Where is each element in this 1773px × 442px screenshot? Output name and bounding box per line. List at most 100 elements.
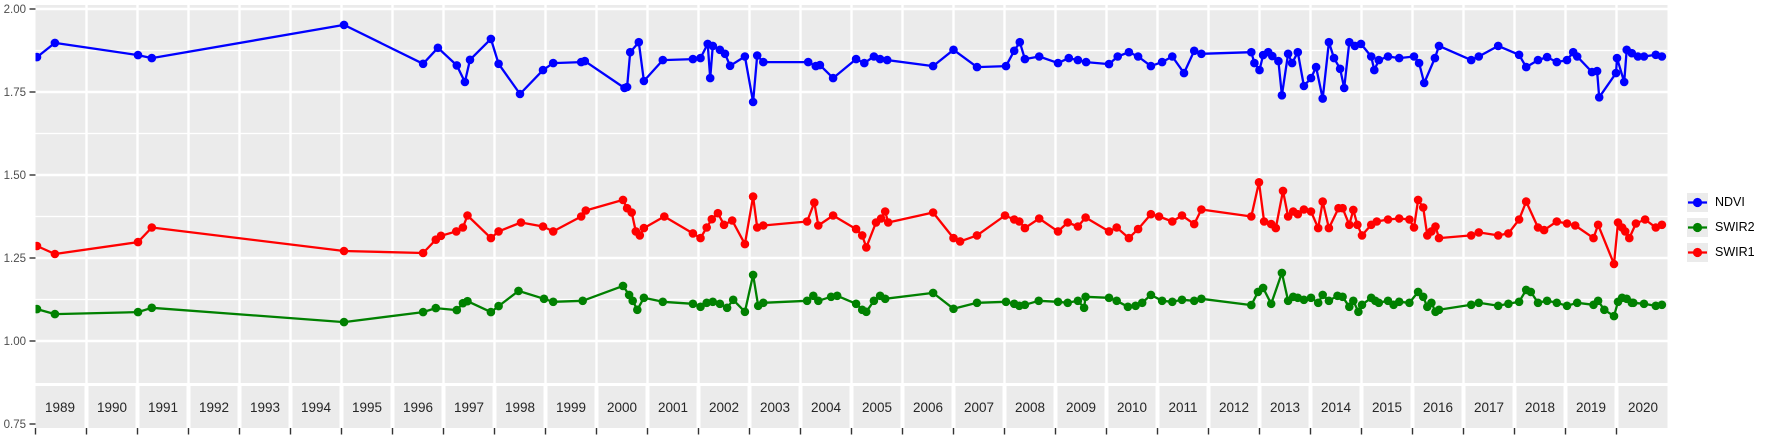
year-strip — [904, 386, 952, 428]
series-NDVI-point — [133, 50, 143, 60]
series-SWIR1-point — [1405, 215, 1414, 224]
series-SWIR1-point — [1631, 219, 1641, 228]
series-NDVI-point — [1015, 37, 1025, 47]
series-SWIR2-point — [1405, 298, 1414, 308]
series-SWIR1-point — [883, 218, 893, 227]
series-NDVI-point — [1009, 46, 1019, 56]
series-SWIR2-point — [578, 296, 587, 306]
series-SWIR1-point — [713, 208, 723, 218]
series-NDVI-point — [1255, 65, 1264, 75]
series-NDVI-point — [1611, 68, 1621, 78]
series-SWIR1-point — [1104, 227, 1114, 236]
series-SWIR2-point — [1639, 299, 1649, 309]
year-strip — [1108, 386, 1156, 428]
series-SWIR2-point — [1318, 290, 1327, 300]
series-NDVI-point — [1168, 52, 1177, 61]
series-SWIR2-point — [133, 307, 143, 317]
series-SWIR1-point — [1306, 207, 1316, 216]
series-SWIR1-point — [1154, 212, 1164, 221]
series-SWIR2-point — [722, 303, 732, 313]
series-SWIR1-point — [1609, 259, 1619, 269]
series-SWIR1-point — [1493, 231, 1503, 240]
year-strip — [649, 386, 697, 428]
series-SWIR2-point — [1104, 293, 1114, 303]
x-axis-year-label: 2017 — [1474, 400, 1504, 415]
series-SWIR1-point — [486, 233, 496, 243]
series-SWIR1-point — [1073, 222, 1083, 231]
x-axis-year-label: 2009 — [1066, 400, 1096, 415]
series-SWIR1-point — [1474, 228, 1484, 237]
series-SWIR2-point — [1493, 301, 1503, 311]
series-SWIR1-point — [516, 218, 526, 227]
y-axis-tick-label: 1.25 — [4, 253, 26, 265]
series-SWIR2-point — [1418, 292, 1428, 302]
series-NDVI-point — [1133, 52, 1143, 61]
x-axis-year-label: 1994 — [301, 400, 332, 415]
series-NDVI-point — [1318, 94, 1327, 103]
series-SWIR2-point — [1123, 302, 1133, 312]
series-SWIR1-point — [810, 198, 819, 207]
series-NDVI-point — [1020, 54, 1030, 64]
series-NDVI-point — [418, 59, 428, 69]
series-SWIR1-point — [862, 243, 871, 252]
series-NDVI-point — [1064, 53, 1074, 63]
x-axis-year-label: 2007 — [964, 400, 994, 415]
series-SWIR2-point — [1629, 298, 1638, 308]
series-NDVI-point — [35, 52, 42, 62]
series-NDVI-point — [486, 34, 496, 44]
series-SWIR2-point — [851, 299, 861, 309]
series-NDVI-point — [1466, 55, 1476, 65]
series-SWIR2-point — [494, 301, 503, 311]
series-SWIR2-point — [1600, 305, 1609, 315]
series-NDVI-point — [1157, 57, 1167, 67]
series-SWIR2-point — [639, 293, 649, 303]
year-strip — [35, 386, 85, 428]
year-strip — [955, 386, 1003, 428]
series-SWIR1-point — [1313, 223, 1323, 233]
year-strip — [1567, 386, 1615, 428]
series-NDVI-point — [803, 57, 813, 67]
series-SWIR1-point — [748, 192, 758, 201]
series-SWIR2-point — [1609, 311, 1619, 321]
swir2-legend-key-icon — [1687, 218, 1708, 237]
series-NDVI-point — [1374, 55, 1384, 65]
series-NDVI-point — [1197, 49, 1206, 59]
series-NDVI-point — [639, 76, 649, 86]
series-NDVI-point — [1001, 61, 1011, 71]
series-SWIR1-point — [1353, 220, 1362, 230]
x-axis-year-label: 1998 — [505, 400, 535, 415]
x-axis-year-label: 1991 — [148, 400, 178, 415]
series-SWIR1-point — [1324, 223, 1334, 233]
series-NDVI-point — [1419, 78, 1429, 88]
series-SWIR1-point — [719, 220, 729, 230]
x-axis-year-label: 1990 — [97, 400, 127, 415]
series-SWIR2-point — [1572, 298, 1582, 308]
series-SWIR2-point — [862, 307, 871, 317]
series-SWIR1-point — [452, 227, 461, 236]
series-SWIR1-point — [1570, 221, 1580, 230]
series-NDVI-point — [1277, 91, 1287, 100]
x-axis-year-label: 2012 — [1219, 400, 1249, 415]
series-SWIR2-point — [1299, 295, 1309, 305]
series-NDVI-point — [1293, 47, 1303, 57]
series-NDVI-point — [452, 61, 462, 70]
series-NDVI-point — [1383, 52, 1393, 61]
series-SWIR2-point — [1504, 299, 1513, 309]
series-SWIR1-point — [1562, 219, 1572, 228]
series-SWIR1-point — [1318, 197, 1327, 206]
year-strip — [751, 386, 799, 428]
x-axis-year-label: 1989 — [45, 400, 75, 415]
series-SWIR1-point — [1271, 223, 1281, 233]
series-NDVI-point — [1113, 52, 1122, 61]
series-SWIR1-point — [627, 208, 636, 217]
series-NDVI-point — [1370, 65, 1379, 75]
swir2-legend-label: SWIR2 — [1715, 220, 1755, 234]
series-NDVI-point — [1592, 66, 1602, 76]
x-axis-year-label: 1999 — [556, 400, 586, 415]
series-NDVI-point — [1594, 93, 1604, 102]
series-SWIR1-point — [972, 231, 982, 240]
year-strip — [1618, 386, 1668, 428]
series-SWIR1-point — [538, 222, 548, 231]
series-NDVI-point — [1034, 52, 1044, 61]
series-NDVI-point — [1474, 52, 1484, 61]
